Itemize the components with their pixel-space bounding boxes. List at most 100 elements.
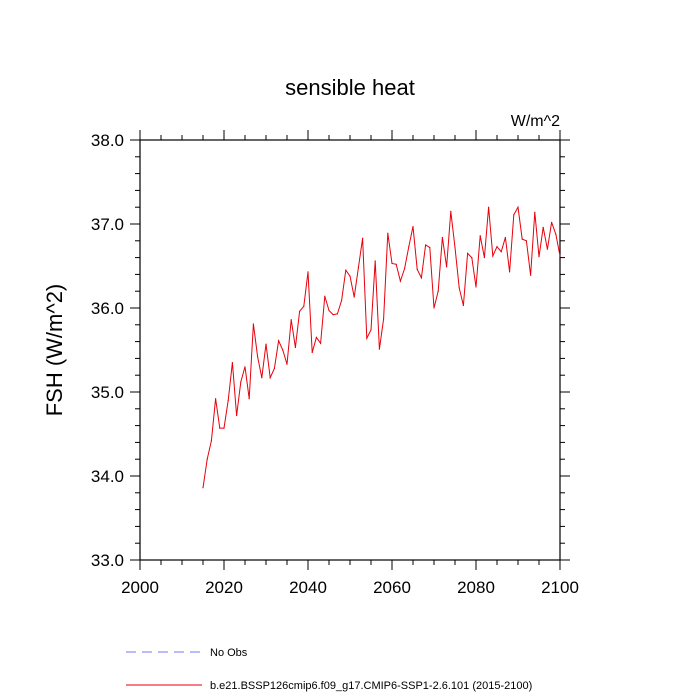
- data-point: [202, 487, 204, 489]
- plot-frame: [139, 139, 561, 561]
- data-point: [223, 427, 225, 429]
- data-point: [374, 260, 376, 262]
- data-point: [299, 310, 301, 312]
- data-point: [303, 305, 305, 307]
- data-point: [408, 246, 410, 248]
- y-tick-label: 37.0: [91, 215, 124, 234]
- data-point: [488, 206, 490, 208]
- data-point: [231, 362, 233, 364]
- data-point: [336, 313, 338, 315]
- series-group: [202, 205, 561, 489]
- data-point: [227, 399, 229, 401]
- data-point: [504, 236, 506, 239]
- data-point: [345, 269, 347, 271]
- data-point: [509, 271, 511, 273]
- data-point: [290, 319, 292, 321]
- data-point: [269, 377, 271, 379]
- data-point: [357, 267, 359, 269]
- data-point: [282, 349, 284, 351]
- y-tick-label: 33.0: [91, 551, 124, 570]
- data-point: [378, 348, 380, 350]
- data-point: [425, 244, 427, 246]
- data-point: [517, 206, 519, 208]
- data-point: [362, 237, 364, 239]
- data-point: [240, 381, 242, 383]
- data-point: [475, 286, 477, 288]
- data-point: [215, 398, 217, 400]
- y-tick-label: 34.0: [91, 467, 124, 486]
- data-point: [530, 274, 532, 276]
- data-point: [366, 337, 368, 339]
- data-point: [261, 377, 263, 379]
- data-point: [257, 356, 259, 358]
- data-point: [479, 235, 481, 237]
- data-point: [219, 427, 221, 429]
- data-point: [546, 248, 549, 250]
- data-point: [538, 256, 540, 258]
- data-point: [311, 351, 313, 354]
- data-point: [399, 280, 401, 282]
- data-point: [387, 232, 389, 234]
- data-point: [454, 246, 456, 249]
- data-point: [559, 255, 561, 257]
- data-point: [273, 367, 275, 370]
- data-point: [534, 211, 536, 213]
- data-point: [353, 296, 355, 298]
- data-point: [395, 263, 397, 265]
- data-point: [315, 336, 317, 338]
- y-tick-label: 36.0: [91, 299, 124, 318]
- data-point: [320, 342, 322, 344]
- data-point: [462, 304, 464, 307]
- data-point: [391, 262, 393, 265]
- data-point: [286, 363, 288, 365]
- data-point: [458, 287, 460, 289]
- data-point: [341, 299, 343, 302]
- data-point: [446, 266, 448, 268]
- units-label: W/m^2: [511, 113, 560, 130]
- axis-ticks: [130, 130, 570, 570]
- y-axis-label: FSH (W/m^2): [42, 284, 67, 417]
- data-point: [555, 233, 557, 235]
- x-tick-label: 2000: [121, 578, 159, 597]
- data-point: [236, 414, 238, 417]
- data-point: [328, 309, 330, 312]
- data-point: [370, 329, 372, 331]
- data-point: [265, 343, 267, 345]
- data-point: [278, 340, 280, 342]
- data-point: [248, 398, 250, 400]
- legend-label: No Obs: [210, 647, 248, 659]
- x-tick-label: 2100: [541, 578, 579, 597]
- data-point: [210, 440, 212, 442]
- data-point: [441, 236, 443, 239]
- data-point: [307, 271, 309, 273]
- data-point: [483, 257, 485, 259]
- data-point: [437, 290, 439, 292]
- data-point: [471, 257, 473, 259]
- data-point: [252, 323, 254, 325]
- data-point: [349, 275, 351, 277]
- data-point: [383, 318, 385, 320]
- data-point: [450, 210, 452, 212]
- data-point: [404, 267, 406, 270]
- data-point: [206, 458, 208, 460]
- x-tick-label: 2060: [373, 578, 411, 597]
- data-point: [412, 225, 414, 228]
- x-tick-label: 2080: [457, 578, 495, 597]
- chart-title: sensible heat: [285, 75, 415, 100]
- legend-label: b.e21.BSSP126cmip6.f09_g17.CMIP6-SSP1-2.…: [210, 680, 532, 692]
- data-point: [294, 346, 296, 349]
- data-point: [416, 268, 418, 270]
- data-point: [433, 307, 435, 309]
- y-tick-label: 38.0: [91, 131, 124, 150]
- legend: No Obs b.e21.BSSP126cmip6.f09_g17.CMIP6-S…: [126, 647, 532, 692]
- data-point: [542, 226, 544, 228]
- data-point: [332, 314, 334, 316]
- x-tick-label: 2040: [289, 578, 327, 597]
- data-point: [513, 214, 515, 216]
- data-point: [244, 366, 246, 368]
- data-point: [467, 252, 469, 254]
- data-point: [429, 246, 431, 249]
- data-point: [496, 246, 498, 248]
- y-tick-label: 35.0: [91, 383, 124, 402]
